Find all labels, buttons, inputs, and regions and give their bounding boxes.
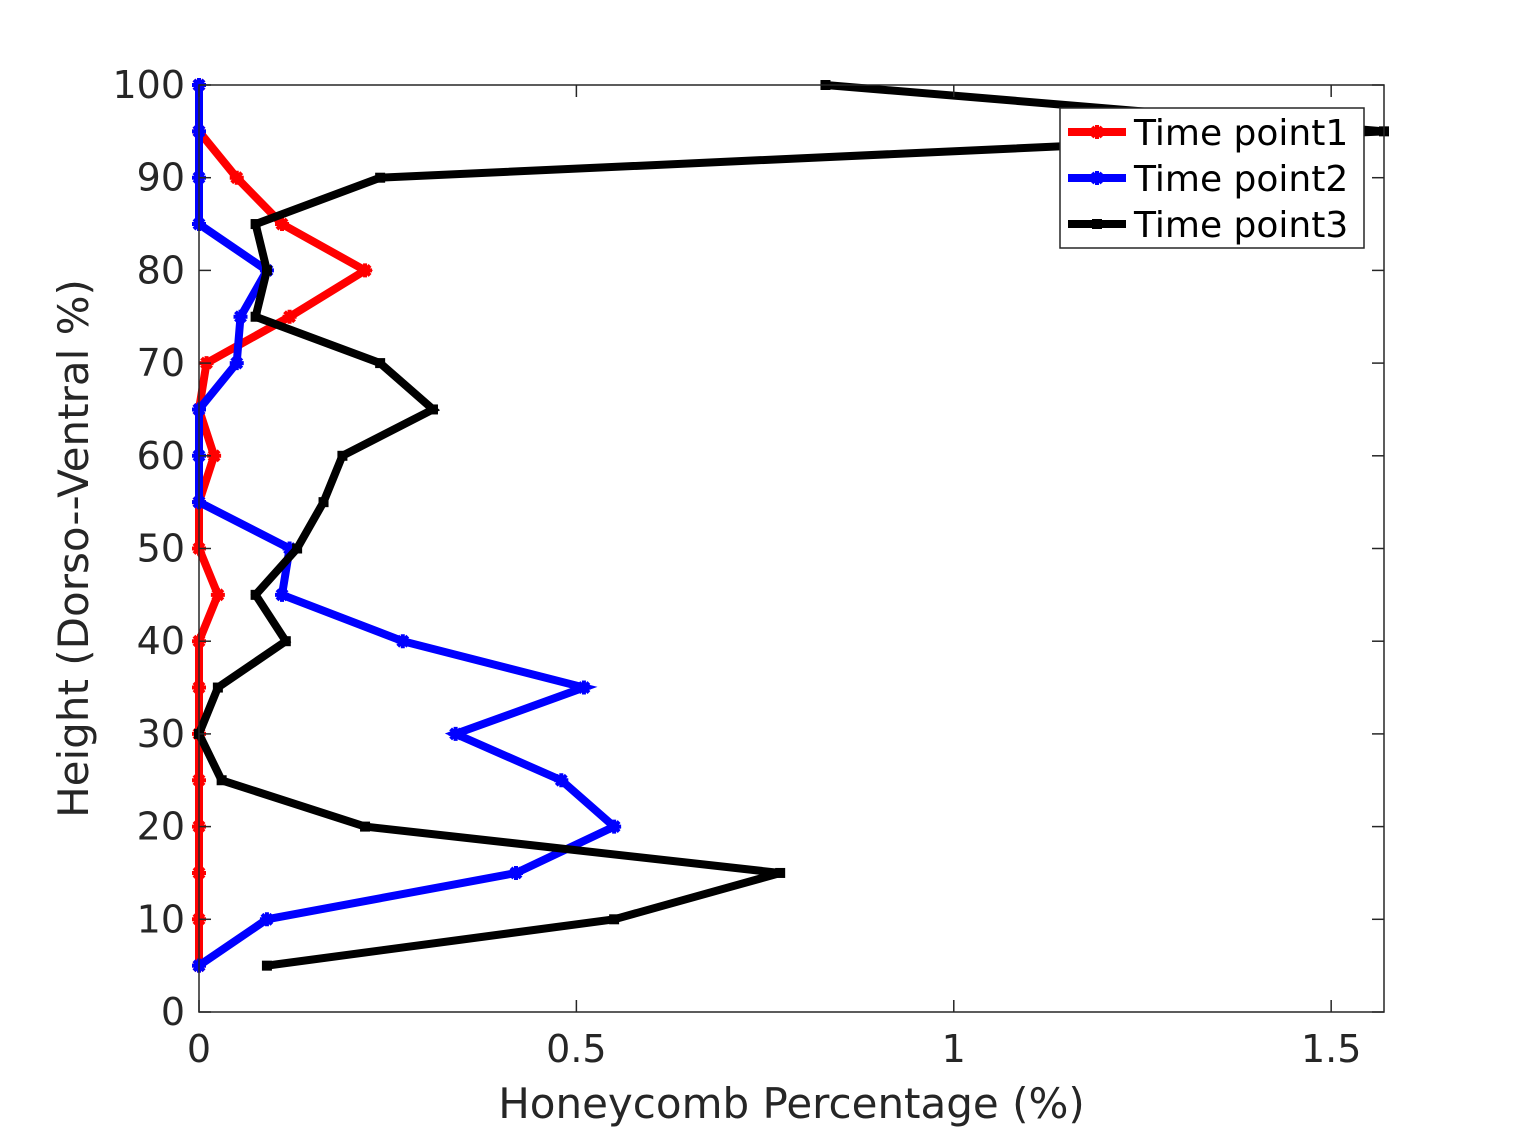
data-point	[259, 912, 274, 927]
data-point	[448, 726, 463, 741]
data-point	[337, 450, 348, 461]
y-tick-label: 40	[137, 619, 185, 663]
y-tick-label: 60	[137, 434, 185, 478]
data-point	[229, 170, 244, 185]
data-point	[775, 867, 786, 878]
y-axis-title: Height (Dorso--Ventral %)	[49, 279, 98, 818]
data-point	[360, 821, 371, 832]
data-point	[395, 634, 410, 649]
data-point	[212, 682, 223, 693]
data-point	[280, 636, 291, 647]
data-point	[375, 172, 386, 183]
legend-label: Time point1	[1133, 113, 1348, 154]
data-point	[1090, 171, 1104, 185]
y-tick-label: 100	[112, 63, 185, 107]
data-point	[576, 680, 591, 695]
data-point	[375, 358, 386, 369]
y-tick-label: 80	[137, 248, 185, 292]
data-point	[1090, 125, 1104, 139]
x-tick-label: 0.5	[546, 1027, 606, 1071]
y-tick-label: 20	[137, 805, 185, 849]
y-tick-label: 0	[161, 990, 185, 1034]
data-point	[250, 219, 261, 230]
data-point	[261, 265, 272, 276]
legend: Time point1 Time point2 Time point3	[1059, 107, 1365, 249]
data-point	[207, 448, 222, 463]
data-point	[210, 587, 225, 602]
series-line	[195, 85, 622, 969]
x-tick-label: 0	[187, 1027, 211, 1071]
y-tick-label: 90	[137, 156, 185, 200]
data-point	[1092, 219, 1102, 229]
data-point	[292, 543, 303, 554]
series-line	[194, 81, 1385, 970]
data-point	[229, 356, 244, 371]
data-point	[261, 960, 272, 971]
data-point	[607, 819, 622, 834]
data-point	[609, 914, 620, 925]
legend-label: Time point2	[1133, 159, 1348, 200]
legend-item: Time point1	[1068, 113, 1348, 154]
data-point	[358, 263, 373, 278]
y-tick-label: 10	[137, 897, 185, 941]
data-point	[509, 865, 524, 880]
data-point	[318, 497, 329, 508]
data-point	[216, 775, 227, 786]
data-point	[275, 587, 290, 602]
y-tick-label: 50	[137, 527, 185, 571]
data-point	[250, 311, 261, 322]
legend-item: Time point3	[1068, 205, 1348, 246]
axes-layer: 0 10 20 30 40 50 60 70 80 90 100 0 0.5 1 1.5	[112, 63, 1385, 1071]
x-tick-label: 1.5	[1301, 1027, 1361, 1071]
data-point	[282, 541, 297, 556]
legend-item: Time point2	[1068, 159, 1348, 200]
y-tick-label: 70	[137, 341, 185, 385]
x-tick-label: 1	[942, 1027, 966, 1071]
y-tick-label: 30	[137, 712, 185, 756]
data-point	[275, 217, 290, 232]
legend-label: Time point3	[1133, 205, 1348, 246]
data-point	[250, 589, 261, 600]
data-point	[282, 309, 297, 324]
data-point	[427, 404, 438, 415]
data-point	[233, 309, 248, 324]
x-axis-title: Honeycomb Percentage (%)	[498, 1079, 1085, 1128]
data-point	[554, 773, 569, 788]
